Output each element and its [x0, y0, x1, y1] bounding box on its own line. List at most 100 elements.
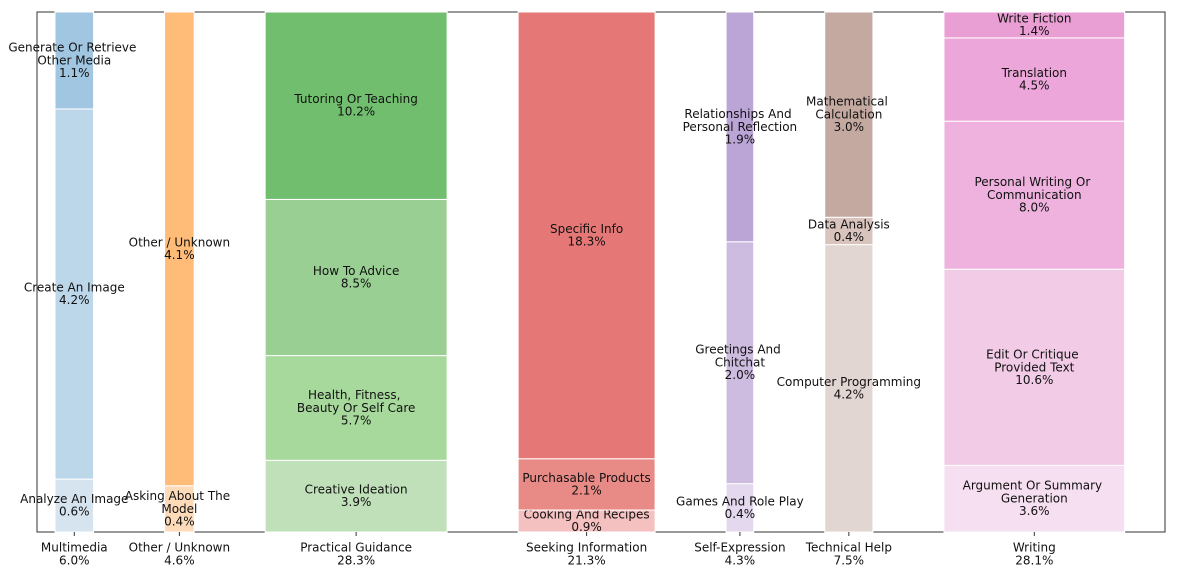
label-line: Greetings And	[695, 342, 784, 356]
segment	[725, 11, 755, 243]
x-tick-value: 21.3%	[568, 554, 606, 568]
label-line: Generation	[1001, 491, 1068, 505]
segment-value: 5.7%	[341, 413, 372, 427]
segment-value: 10.2%	[337, 105, 375, 119]
segment-label: Translation	[1001, 66, 1067, 80]
segment-label: Asking About The Model	[125, 488, 234, 515]
label-line: Specific Info	[550, 221, 623, 235]
segment-label: Write Fiction	[997, 11, 1071, 25]
label-line: Other Media	[37, 53, 111, 67]
segment-label: Edit Or Critique Provided Text	[986, 347, 1082, 374]
segment	[725, 241, 755, 485]
segment-value: 10.6%	[1015, 373, 1053, 387]
segment-label: Specific Info	[550, 221, 623, 235]
segment	[943, 120, 1126, 270]
label-line: Argument Or Summary	[963, 478, 1106, 492]
segment-label: Personal Writing Or Communication	[974, 175, 1094, 202]
label-line: Edit Or Critique	[986, 347, 1082, 361]
x-tick-value: 28.1%	[1015, 554, 1053, 568]
segment	[264, 11, 448, 200]
segment-value: 1.4%	[1019, 24, 1050, 38]
segment-value: 4.2%	[59, 293, 90, 307]
label-line: Personal Reflection	[683, 119, 798, 133]
segment	[824, 11, 874, 218]
x-tick-value: 4.3%	[725, 554, 756, 568]
x-tick-label: Technical Help	[805, 541, 892, 555]
segment-label: Creative Ideation	[305, 482, 408, 496]
segment-label: Purchasable Products	[522, 470, 650, 484]
segment	[164, 11, 195, 487]
segment-value: 1.1%	[59, 66, 90, 80]
segment	[943, 268, 1126, 466]
label-line: Personal Writing Or	[974, 175, 1094, 189]
segment-label: Generate Or Retrieve Other Media	[8, 40, 140, 67]
segment	[824, 216, 874, 246]
label-line: Provided Text	[994, 360, 1074, 374]
segment-value: 0.4%	[725, 507, 756, 521]
segment-value: 2.0%	[725, 368, 756, 382]
segment-value: 0.4%	[834, 230, 865, 244]
segment-value: 4.1%	[164, 248, 195, 262]
x-tick-value: 4.6%	[164, 554, 195, 568]
x-tick-value: 7.5%	[834, 554, 865, 568]
segment	[54, 11, 95, 110]
segment-value: 3.6%	[1019, 504, 1050, 518]
label-line: Communication	[987, 188, 1082, 202]
segment	[824, 244, 874, 533]
segment-label: Games And Role Play	[676, 494, 804, 508]
label-line: Analyze An Image	[20, 492, 128, 506]
segment-label: Health, Fitness, Beauty Or Self Care	[297, 387, 416, 414]
segment-label: Other / Unknown	[129, 235, 230, 249]
segment-value: 0.9%	[571, 520, 602, 534]
label-line: Relationships And	[684, 106, 795, 120]
segment-label: Create An Image	[24, 280, 125, 294]
segment-value: 4.2%	[834, 387, 865, 401]
label-line: Purchasable Products	[522, 470, 650, 484]
segment-label: Argument Or Summary Generation	[963, 478, 1106, 505]
label-line: Tutoring Or Teaching	[293, 92, 417, 106]
segment-label: Greetings And Chitchat	[695, 342, 784, 369]
segment-label: Mathematical Calculation	[806, 94, 892, 121]
segment-label: Analyze An Image	[20, 492, 128, 506]
label-line: Beauty Or Self Care	[297, 400, 416, 414]
label-line: Model	[161, 501, 197, 515]
x-tick-label: Multimedia	[41, 541, 108, 555]
segment-value: 3.9%	[341, 495, 372, 509]
label-line: Generate Or Retrieve	[8, 40, 140, 54]
label-line: Write Fiction	[997, 11, 1071, 25]
segment	[517, 11, 656, 460]
label-line: Health, Fitness,	[308, 387, 404, 401]
x-tick-label: Self-Expression	[694, 541, 785, 555]
segment-value: 1.9%	[725, 132, 756, 146]
x-tick-label: Writing	[1013, 541, 1056, 555]
segment-label: Relationships And Personal Reflection	[683, 106, 798, 133]
segment-value: 3.0%	[834, 120, 865, 134]
segment	[54, 108, 95, 480]
x-tick-label: Seeking Information	[526, 541, 647, 555]
segment-value: 8.5%	[341, 277, 372, 291]
segment	[264, 198, 448, 357]
segment-value: 8.0%	[1019, 201, 1050, 215]
x-tick-value: 28.3%	[337, 554, 375, 568]
segment-label: How To Advice	[313, 264, 399, 278]
x-tick-value: 6.0%	[59, 554, 90, 568]
x-tick-label: Practical Guidance	[300, 541, 412, 555]
label-line: Chitchat	[715, 355, 766, 369]
segment	[725, 483, 755, 533]
segment-label: Data Analysis	[808, 217, 890, 231]
label-line: Computer Programming	[777, 374, 921, 388]
x-tick-label: Other / Unknown	[129, 541, 230, 555]
label-line: Translation	[1001, 66, 1067, 80]
segment	[943, 37, 1126, 122]
segment-value: 4.5%	[1019, 79, 1050, 93]
segment	[264, 355, 448, 461]
segment-label: Computer Programming	[777, 374, 921, 388]
label-line: How To Advice	[313, 264, 399, 278]
segment	[517, 458, 656, 511]
label-line: Games And Role Play	[676, 494, 804, 508]
segment	[943, 464, 1126, 533]
segment	[164, 485, 195, 533]
label-line: Asking About The	[125, 488, 234, 502]
segment-value: 18.3%	[568, 234, 606, 248]
